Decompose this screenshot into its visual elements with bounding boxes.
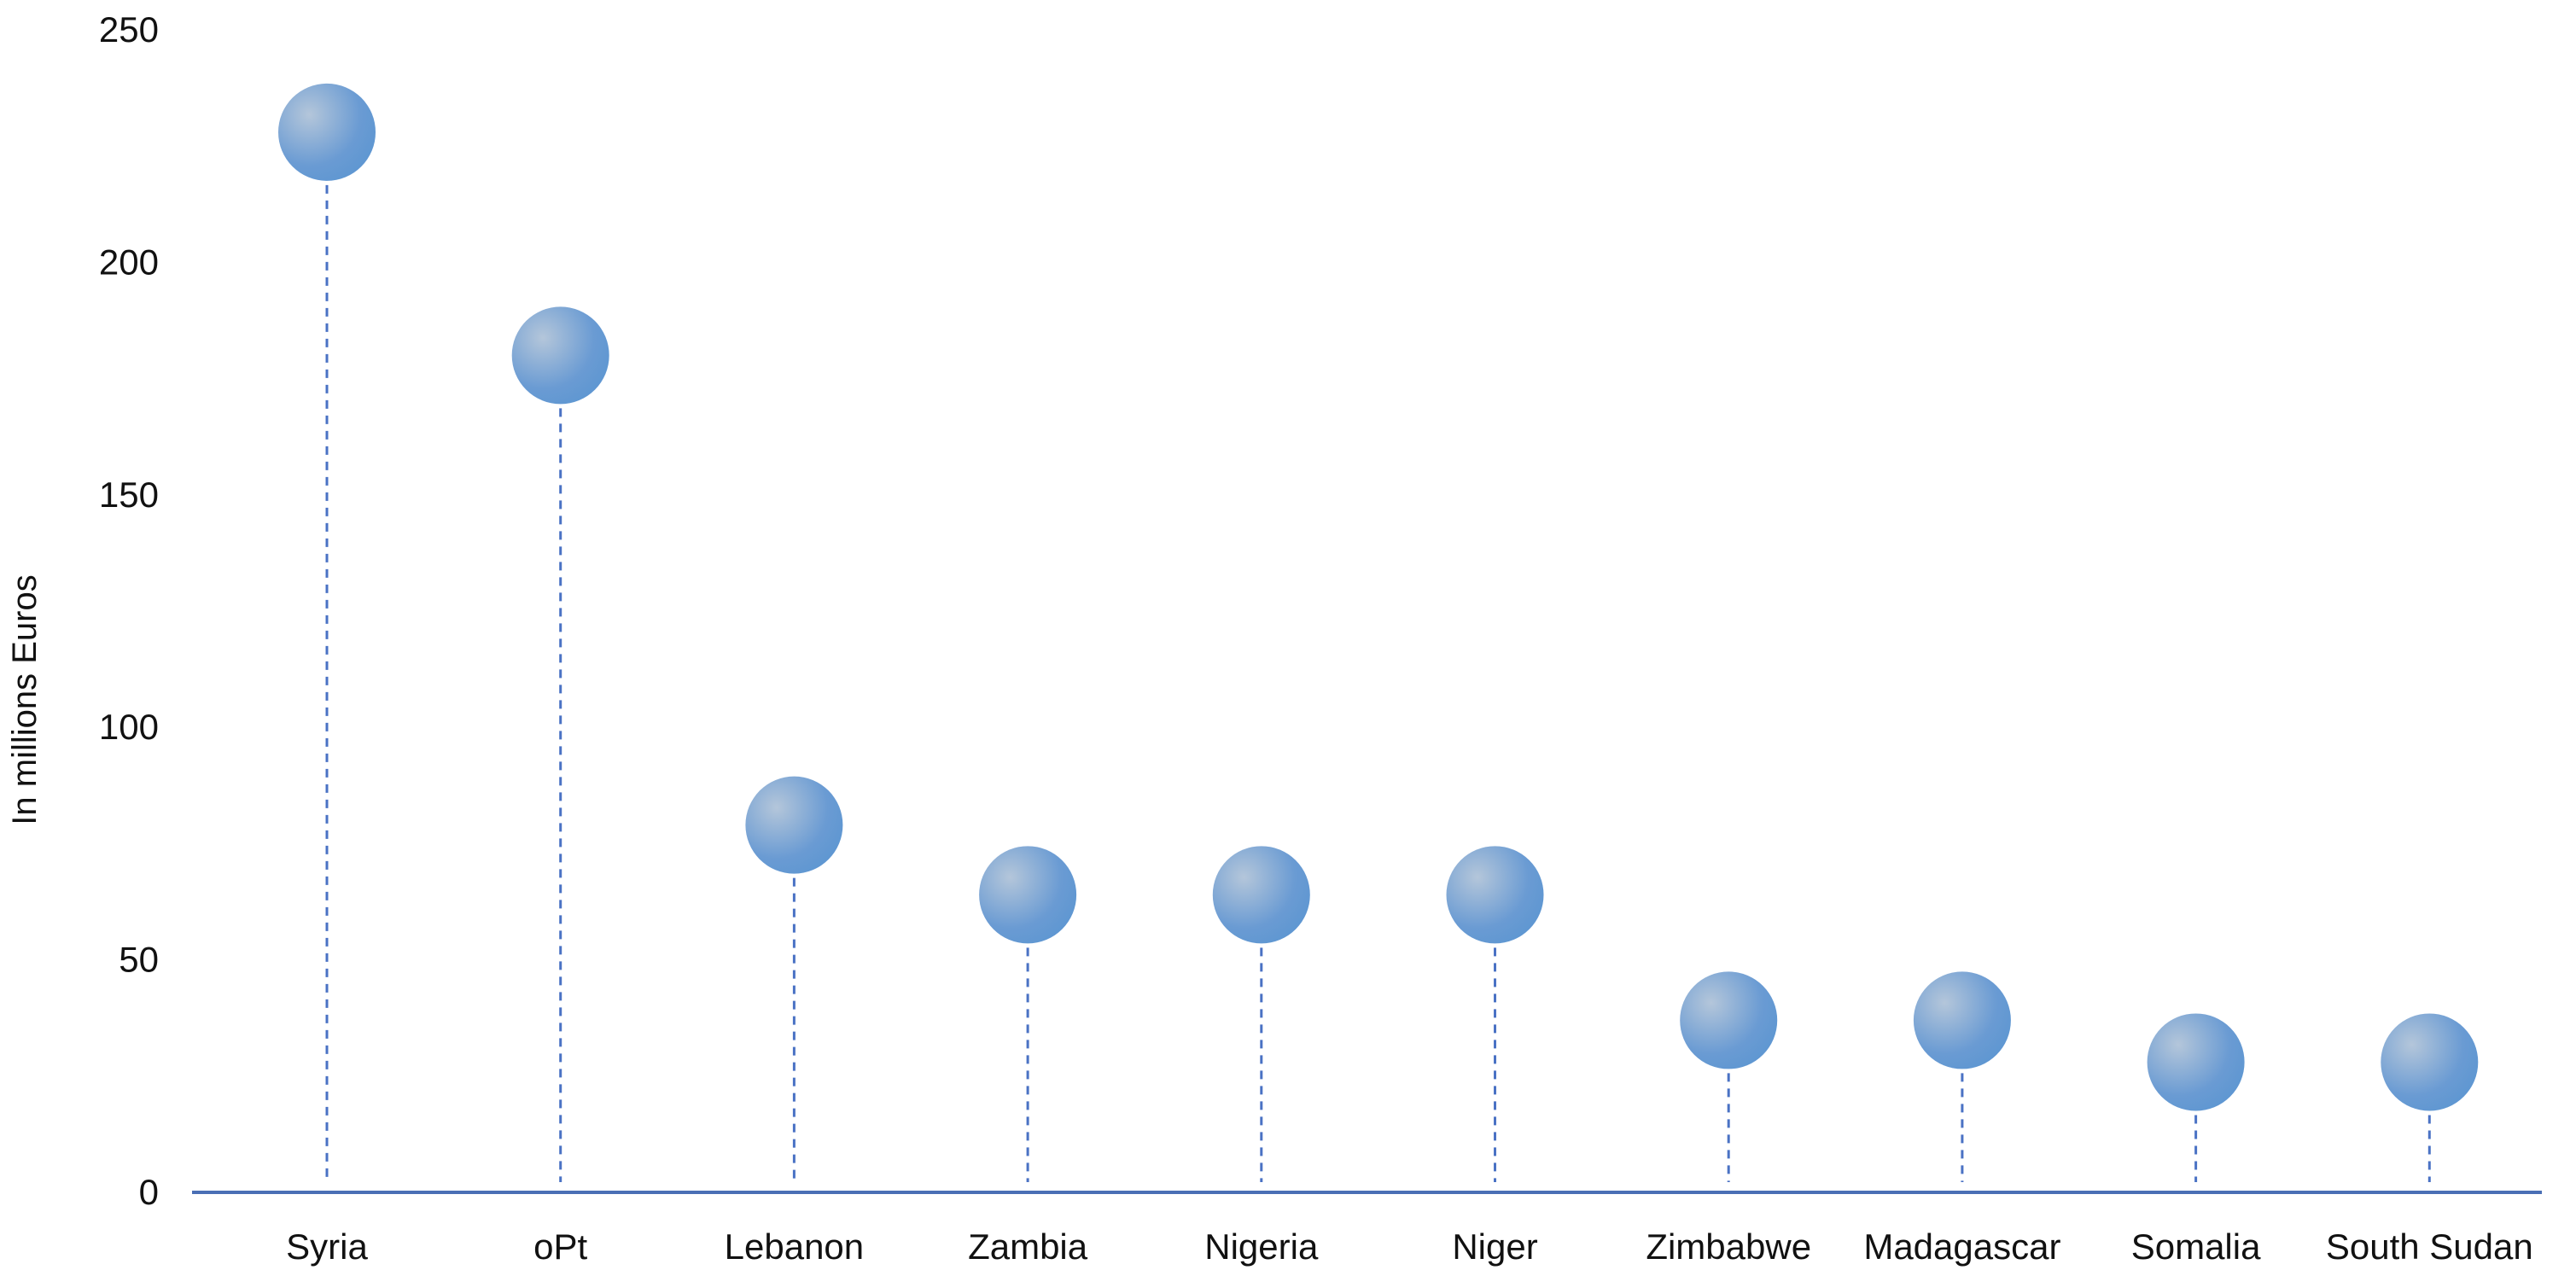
x-tick-label: Niger xyxy=(1452,1226,1537,1267)
point-opt xyxy=(511,306,609,405)
point-lebanon xyxy=(745,776,843,874)
x-tick-label: Syria xyxy=(286,1226,368,1267)
point-zimbabwe xyxy=(1680,971,1778,1069)
x-tick-label: Madagascar xyxy=(1863,1226,2060,1267)
y-tick-label: 150 xyxy=(99,475,159,515)
point-niger xyxy=(1446,846,1544,944)
point-nigeria xyxy=(1212,846,1310,944)
y-tick-label: 200 xyxy=(99,242,159,282)
x-tick-labels: Syria oPt Lebanon Zambia Nigeria Niger Zimbabw… xyxy=(286,1226,2533,1267)
x-tick-label: Lebanon xyxy=(725,1226,865,1267)
x-tick-label: Zimbabwe xyxy=(1646,1226,1811,1267)
y-tick-labels: 0 50 100 150 200 250 xyxy=(99,9,159,1212)
point-south-sudan xyxy=(2381,1013,2479,1111)
x-tick-label: Somalia xyxy=(2131,1226,2261,1267)
x-tick-label: oPt xyxy=(533,1226,587,1267)
point-syria xyxy=(278,83,376,181)
y-tick-label: 0 xyxy=(139,1172,159,1212)
y-tick-label: 100 xyxy=(99,707,159,747)
x-tick-label: South Sudan xyxy=(2326,1226,2533,1267)
y-tick-label: 50 xyxy=(119,940,159,980)
x-tick-label: Nigeria xyxy=(1204,1226,1319,1267)
y-tick-label: 250 xyxy=(99,9,159,50)
point-somalia xyxy=(2147,1013,2245,1111)
point-zambia xyxy=(979,846,1077,944)
point-madagascar xyxy=(1913,971,2011,1069)
x-tick-label: Zambia xyxy=(968,1226,1088,1267)
stems xyxy=(325,184,2431,1182)
data-points xyxy=(278,83,2479,1111)
y-axis-label: In millions Euros xyxy=(6,574,44,824)
